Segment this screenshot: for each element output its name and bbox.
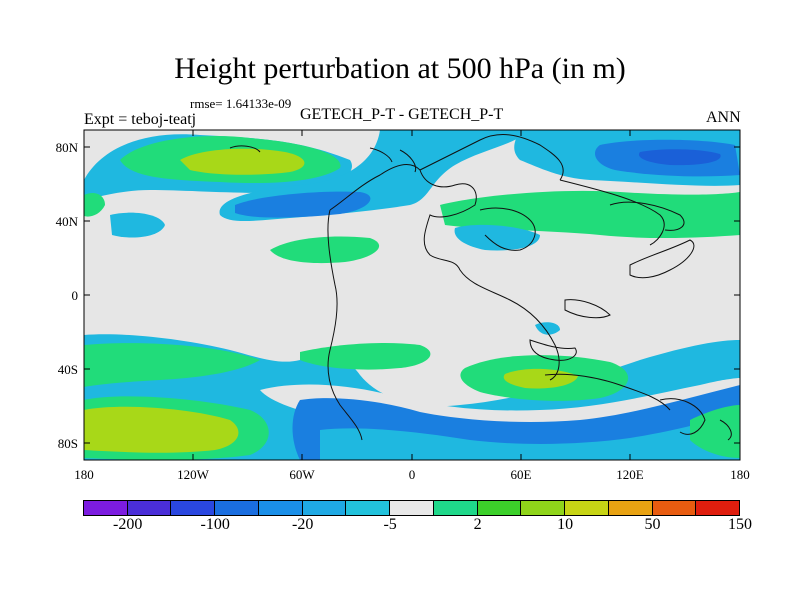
colorbar-label: 2	[473, 516, 482, 533]
contour-green-se	[690, 405, 740, 458]
contour-green-south	[84, 343, 260, 387]
colorbar-swatch	[257, 500, 303, 516]
lat-label: 80N	[56, 140, 79, 155]
colorbar-label: 50	[644, 516, 661, 533]
lon-ticks	[192, 130, 631, 460]
contour-light-blue-small	[535, 322, 560, 335]
contour-light-blue-south-inner	[320, 412, 740, 460]
season-label: ANN	[706, 109, 741, 126]
rmse-label: rmse= 1.64133e-09	[190, 96, 292, 111]
contour-blue-north-atlantic	[235, 191, 371, 218]
colorbar-swatch	[389, 500, 434, 516]
lon-label: 180	[74, 467, 94, 482]
colorbar-label: -20	[291, 516, 314, 533]
lon-label: 60E	[511, 467, 532, 482]
colorbar-swatch	[520, 500, 566, 516]
colorbar-swatch	[651, 500, 697, 516]
contour-green-east	[440, 190, 740, 239]
case-label: GETECH_P-T - GETECH_P-T	[300, 106, 504, 123]
colorbar-label: -200	[113, 516, 143, 533]
colorbar-label: -5	[383, 516, 397, 533]
experiment-label: Expt = teboj-teatj	[84, 111, 197, 128]
contour-light-blue-west	[110, 212, 165, 238]
lat-label: 80S	[58, 436, 78, 451]
colorbar-label: 150	[728, 516, 752, 533]
colorbar-swatch	[564, 500, 609, 516]
contour-green-midlat	[270, 236, 380, 264]
colorbar-label: -100	[200, 516, 230, 533]
lon-labels: 180 120W 60W 0 60E 120E 180	[74, 467, 750, 482]
contour-light-blue-midlat	[454, 224, 540, 251]
colorbar-swatch	[476, 500, 522, 516]
colorbar-swatch	[695, 500, 741, 516]
colorbar-swatch	[432, 500, 478, 516]
colorbar-swatch	[301, 500, 347, 516]
lat-label: 0	[72, 288, 79, 303]
colorbar-swatch	[170, 500, 216, 516]
lat-label: 40N	[56, 214, 79, 229]
colorbar-swatch	[345, 500, 391, 516]
contour-yellow-patch	[180, 148, 305, 175]
colorbar-swatch	[214, 500, 259, 516]
colorbar-swatch	[607, 500, 653, 516]
lat-label: 40S	[58, 362, 78, 377]
colorbar-swatch	[126, 500, 172, 516]
contour-green-west	[84, 193, 105, 217]
lon-label: 60W	[289, 467, 315, 482]
contour-green-south-center	[300, 342, 431, 370]
contour-yellow-sw	[84, 406, 239, 453]
colorbar-swatch	[83, 500, 128, 516]
lon-label: 180	[730, 467, 750, 482]
contour-deep-blue-east	[638, 149, 721, 166]
colorbar-label: 10	[557, 516, 574, 533]
plot-title: Height perturbation at 500 hPa (in m)	[174, 52, 626, 85]
lat-ticks	[84, 146, 740, 444]
lat-labels: 80N 40N 0 40S 80S	[56, 140, 79, 451]
lon-label: 120E	[616, 467, 644, 482]
lon-label: 120W	[177, 467, 210, 482]
colorbar	[83, 500, 741, 516]
lon-label: 0	[409, 467, 416, 482]
coastlines	[229, 134, 732, 441]
